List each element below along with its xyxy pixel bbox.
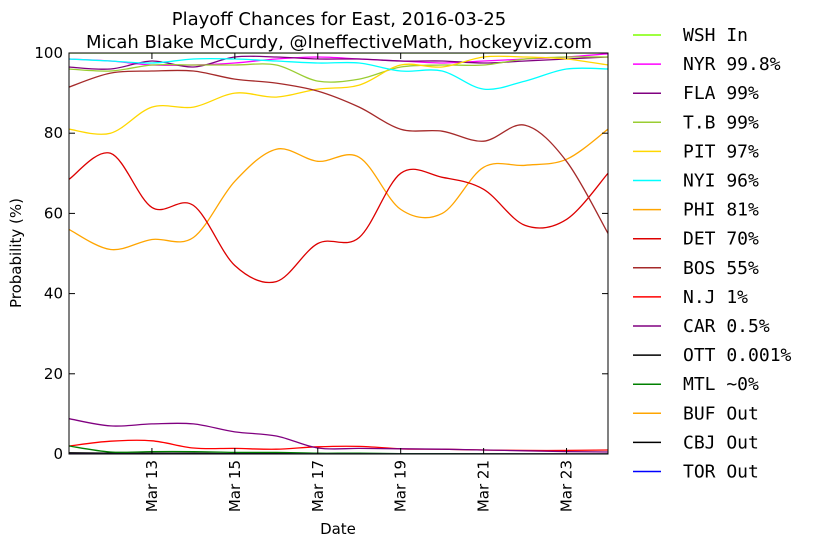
legend-label: NYR 99.8% [683, 54, 781, 75]
y-tick-label: 40 [44, 285, 63, 303]
legend-entry-cbj: CBJ Out [633, 432, 759, 453]
series-line-tb [69, 56, 608, 83]
legend-label: WSH In [683, 25, 748, 46]
legend-entry-buf: BUF Out [633, 403, 759, 424]
legend-label: N.J 1% [683, 287, 748, 308]
series-line-bos [69, 69, 608, 234]
series-line-fla [69, 55, 608, 70]
legend-label: BOS 55% [683, 258, 759, 279]
chart-subtitle: Micah Blake McCurdy, @IneffectiveMath, h… [86, 32, 592, 53]
x-tick-label: Mar 15 [226, 460, 244, 512]
y-tick-label: 0 [53, 445, 63, 463]
legend-entry-nyi: NYI 96% [633, 171, 759, 192]
legend-entry-car: CAR 0.5% [633, 316, 770, 337]
series-line-car [69, 418, 608, 453]
legend-entry-pit: PIT 97% [633, 141, 759, 162]
x-tick-label: Mar 19 [392, 460, 410, 512]
plot-frame [68, 52, 609, 455]
legend-entry-det: DET 70% [633, 229, 759, 250]
y-tick-label: 100 [34, 44, 63, 62]
legend-label: FLA 99% [683, 83, 759, 104]
legend-label: PHI 81% [683, 200, 759, 221]
legend-entry-bos: BOS 55% [633, 258, 759, 279]
x-tick-label: Mar 21 [475, 460, 493, 512]
legend-entry-ott: OTT 0.001% [633, 345, 792, 366]
series-layer [69, 53, 608, 454]
y-tick-label: 80 [44, 124, 63, 142]
series-line-phi [69, 128, 608, 251]
legend-label: CBJ Out [683, 432, 759, 453]
series-line-det [69, 152, 608, 284]
series-line-nyi [69, 57, 608, 91]
x-axis-label: Date [320, 520, 356, 538]
x-tick-label: Mar 23 [558, 460, 576, 512]
legend: WSH In NYR 99.8% FLA 99% T.B 99% PIT 97% NYI … [633, 25, 792, 483]
legend-entry-nyr: NYR 99.8% [633, 54, 781, 75]
legend-entry-mtl: MTL ~0% [633, 374, 759, 395]
y-tick-label: 20 [44, 365, 63, 383]
legend-label: T.B 99% [683, 112, 759, 133]
x-tick-label: Mar 17 [309, 460, 327, 512]
legend-entry-tb: T.B 99% [633, 112, 759, 133]
legend-entry-phi: PHI 81% [633, 200, 759, 221]
legend-entry-tor: TOR Out [633, 462, 759, 483]
legend-label: CAR 0.5% [683, 316, 770, 337]
legend-label: DET 70% [683, 229, 759, 250]
legend-label: OTT 0.001% [683, 345, 792, 366]
legend-label: MTL ~0% [683, 374, 759, 395]
legend-label: TOR Out [683, 462, 759, 483]
legend-label: NYI 96% [683, 171, 759, 192]
series-line-pit [69, 55, 608, 135]
y-axis-label: Probability (%) [7, 198, 25, 308]
x-tick-label: Mar 13 [143, 460, 161, 512]
chart-title: Playoff Chances for East, 2016-03-25 [172, 9, 507, 30]
legend-entry-nj: N.J 1% [633, 287, 748, 308]
y-tick-label: 60 [44, 204, 63, 222]
legend-entry-wsh: WSH In [633, 25, 748, 46]
legend-entry-fla: FLA 99% [633, 83, 759, 104]
ticks-layer: 0 20 40 60 80 100 Mar 13 Mar 15 Mar 17 Mar 19 Mar … [34, 44, 608, 512]
legend-label: PIT 97% [683, 141, 759, 162]
legend-label: BUF Out [683, 403, 759, 424]
